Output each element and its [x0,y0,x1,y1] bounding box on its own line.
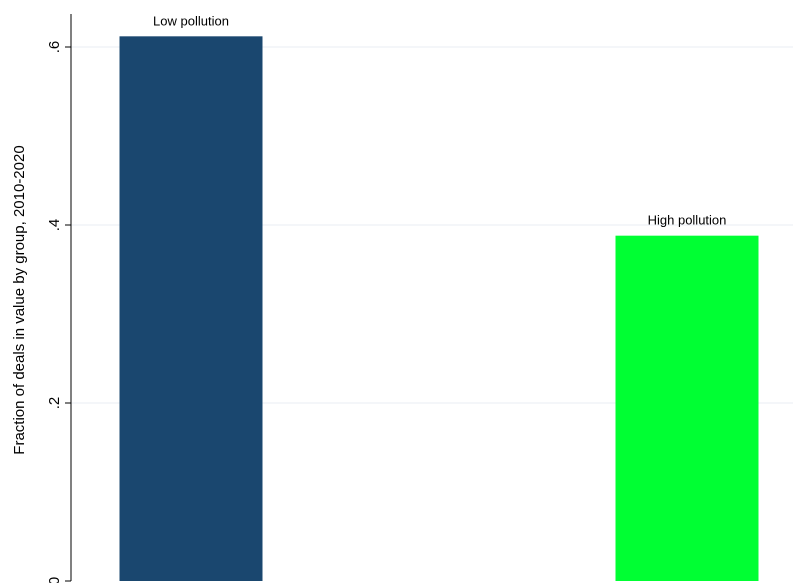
y-tick-label: 0 [46,577,63,583]
y-tick-label: .2 [46,397,63,410]
bar-layer [119,36,759,581]
bar-label: Low pollution [153,13,229,28]
bar-high-pollution [615,235,759,581]
bar-label-layer: Low pollution High pollution [153,13,726,227]
y-tick-label: .4 [46,219,63,232]
y-axis-title: Fraction of deals in value by group, 201… [11,145,28,454]
y-tick-layer: 0 .2 .4 .6 [46,41,71,585]
y-tick-label: .6 [46,41,63,54]
bar-label: High pollution [648,213,727,228]
bar-low-pollution [119,36,263,581]
